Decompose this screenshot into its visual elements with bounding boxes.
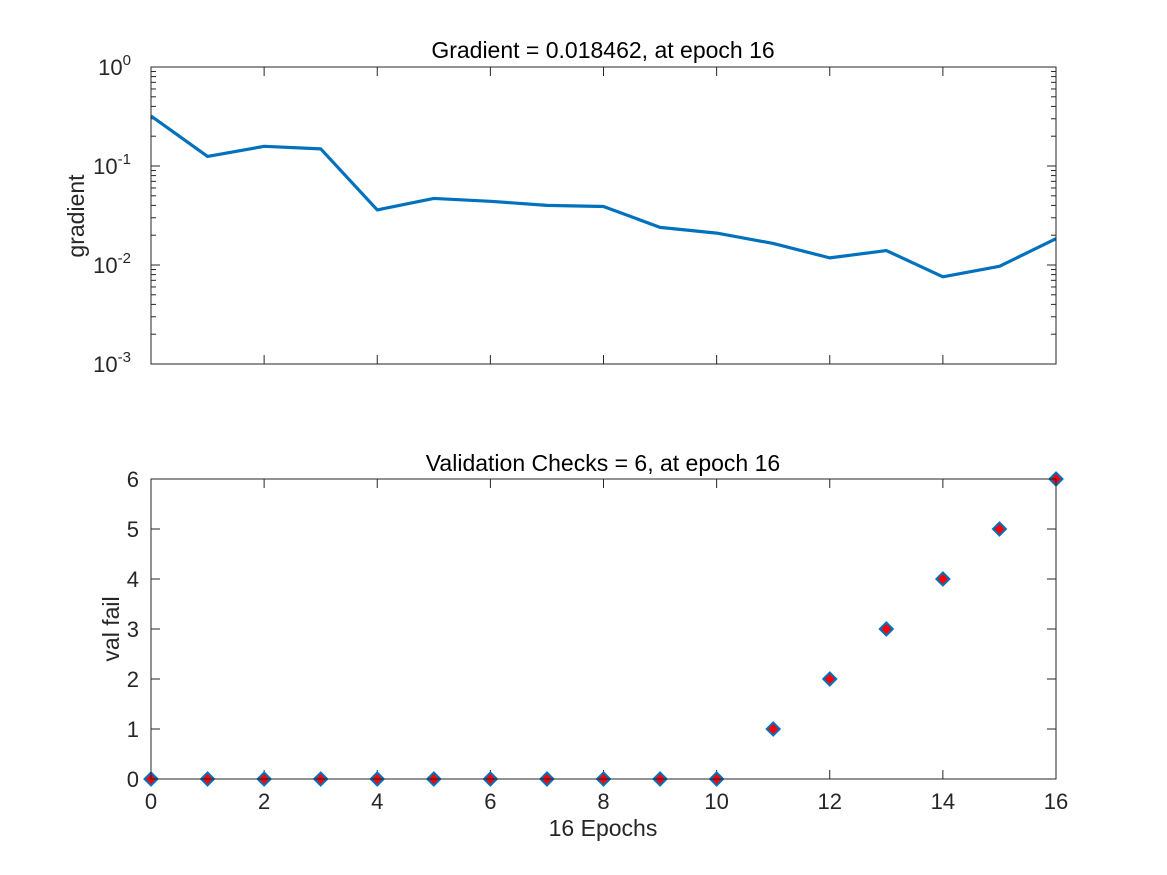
validation-y-tick-label: 5 — [127, 517, 139, 542]
validation-y-tick-label: 3 — [127, 617, 139, 642]
gradient-y-tick-label: 10-3 — [93, 349, 131, 377]
validation-point — [934, 571, 951, 587]
validation-y-axis-label: val fail — [98, 596, 124, 661]
validation-x-tick-label: 8 — [597, 789, 609, 814]
gradient-axes-box — [150, 66, 1057, 365]
validation-chart-title: Validation Checks = 6, at epoch 16 — [426, 450, 780, 476]
gradient-chart-title: Gradient = 0.018462, at epoch 16 — [431, 37, 774, 63]
gradient-plot-area — [150, 114, 1057, 279]
gradient-minor-ticks — [151, 71, 1056, 335]
validation-x-tick-label: 12 — [818, 789, 842, 814]
validation-axes-box — [150, 478, 1057, 780]
validation-x-tick-label: 0 — [145, 789, 157, 814]
validation-x-tick-label: 14 — [931, 789, 955, 814]
validation-x-tick-label: 4 — [371, 789, 383, 814]
validation-y-tick-label: 2 — [127, 667, 139, 692]
gradient-y-tick-label: 10-2 — [93, 250, 131, 278]
validation-x-tick-label: 6 — [484, 789, 496, 814]
validation-y-tick-label: 4 — [127, 567, 139, 592]
validation-point — [991, 521, 1008, 537]
gradient-y-tick-label: 100 — [98, 52, 131, 80]
validation-y-tick-label: 1 — [127, 717, 139, 742]
gradient-axes: Gradient = 0.018462, at epoch 16 gradien… — [63, 37, 1057, 377]
gradient-series-line — [150, 114, 1057, 279]
validation-point — [821, 671, 838, 687]
gradient-ticks: 100 10-1 10-2 10-3 — [93, 52, 1057, 377]
validation-y-tick-label: 6 — [127, 467, 139, 492]
validation-point — [878, 621, 895, 637]
validation-x-tick-label: 10 — [704, 789, 728, 814]
validation-point — [765, 721, 782, 737]
validation-x-axis-label: 16 Epochs — [549, 815, 658, 841]
gradient-y-axis-label: gradient — [63, 174, 89, 258]
validation-x-tick-label: 2 — [258, 789, 270, 814]
validation-x-tick-label: 16 — [1044, 789, 1068, 814]
validation-y-tick-label: 0 — [127, 767, 139, 792]
validation-plot-area — [143, 471, 1064, 787]
gradient-y-tick-label: 10-1 — [93, 151, 131, 179]
validation-axes: Validation Checks = 6, at epoch 16 val f… — [98, 450, 1068, 841]
